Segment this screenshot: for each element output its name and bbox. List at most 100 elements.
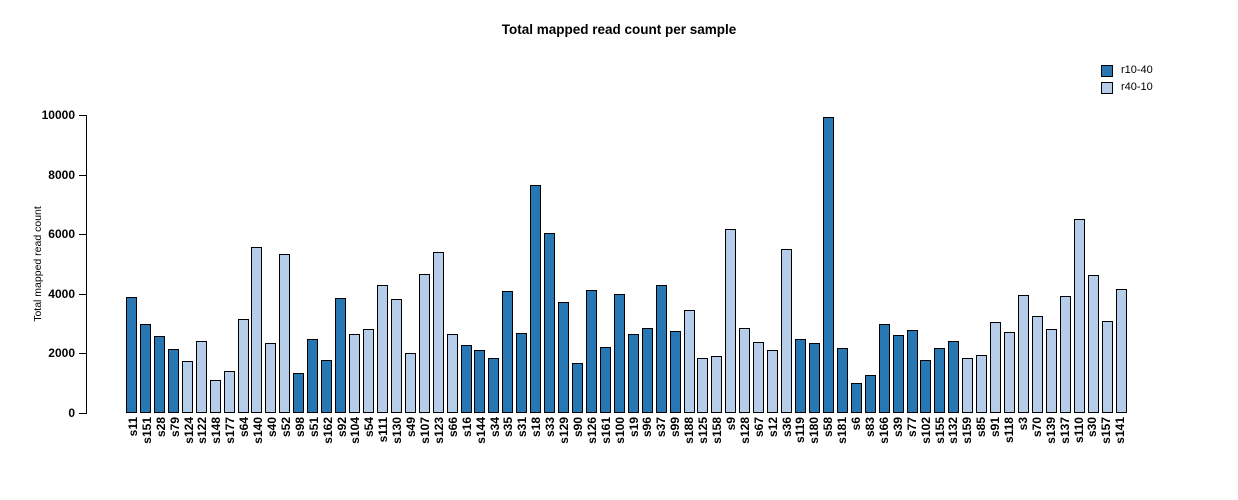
x-tick-slot: s31 [515,417,529,437]
x-tick-slot: s151 [140,417,154,444]
bar-s107 [418,274,430,413]
bar-s51 [307,339,319,413]
bar-s155 [934,348,946,413]
y-axis-line [86,115,87,414]
x-tick-label: s31 [515,417,530,438]
x-tick-label: s36 [779,417,794,438]
legend-label: r40-10 [1121,81,1153,93]
bar-s52 [279,254,291,413]
x-tick-label: s130 [390,417,405,444]
x-tick-slot: s35 [501,417,515,437]
x-tick-slot: s6 [849,417,863,430]
x-tick-label: s128 [737,417,752,444]
x-tick-label: s54 [362,417,377,438]
bar-s130 [390,299,402,413]
x-tick-slot: s52 [279,417,293,437]
x-tick-slot: s40 [265,417,279,437]
x-tick-slot: s144 [474,417,488,444]
bar-s125 [697,358,709,413]
x-tick-label: s188 [682,417,697,444]
y-axis-title: Total mapped read count [32,206,44,322]
x-tick-slot: s177 [223,417,237,444]
x-tick-label: s85 [974,417,989,438]
x-tick-slot: s118 [1002,417,1016,443]
x-tick-label: s148 [209,417,224,444]
x-tick-label: s124 [181,417,196,444]
x-tick-slot: s11 [126,417,140,436]
bar-s157 [1101,321,1113,413]
x-tick-slot: s34 [488,417,502,437]
x-tick-label: s140 [251,417,266,444]
bar-s122 [195,341,207,413]
x-tick-slot: s155 [933,417,947,444]
x-tick-label: s67 [751,417,766,438]
x-tick-label: s159 [960,417,975,444]
x-tick-slot: s83 [863,417,877,437]
x-tick-label: s37 [654,417,669,438]
x-tick-slot: s92 [335,417,349,437]
x-tick-label: s162 [320,417,335,444]
x-tick-slot: s141 [1113,417,1127,444]
x-tick-label: s155 [932,417,947,444]
x-tick-slot: s98 [293,417,307,437]
x-tick-label: s33 [543,417,558,438]
bar-s11 [126,297,137,413]
x-tick-slot: s39 [891,417,905,437]
x-tick-slot: s77 [905,417,919,437]
x-tick-label: s177 [223,417,238,444]
x-tick-label: s34 [487,417,502,438]
bar-s98 [293,373,305,413]
x-tick-label: s118 [1002,417,1017,444]
x-tick-slot: s30 [1085,417,1100,438]
bar-s141 [1115,289,1127,413]
bar-s158 [711,356,723,413]
x-tick-slot: s110 [1072,417,1086,443]
x-tick-slot: s129 [557,417,571,444]
bar-s19 [627,334,639,413]
x-tick-slot: s28 [154,417,168,437]
x-tick-label: s161 [598,417,613,444]
x-tick-slot: s180 [807,417,821,444]
y-tick [79,234,86,236]
bar-s40 [265,343,277,413]
x-tick-label: s158 [710,417,725,444]
bar-s180 [808,343,820,413]
x-tick-slot: s85 [974,417,988,437]
y-tick-label: 8000 [48,167,75,182]
x-tick-slot: s64 [237,417,251,437]
y-tick [79,413,86,414]
x-tick-slot: s181 [835,417,849,444]
x-tick-label: s104 [348,417,363,444]
x-tick-label: s111 [376,417,391,443]
bar-s67 [753,342,765,413]
x-tick-slot: s126 [585,417,599,444]
bar-s30 [1087,275,1099,413]
y-tick-label: 4000 [48,286,75,301]
x-tick-slot: s90 [571,417,585,437]
bar-s70 [1031,316,1043,413]
bar-s54 [362,329,374,413]
bar-s99 [669,331,681,413]
bar-s118 [1004,332,1016,413]
x-tick-label: s100 [612,417,627,444]
y-tick [79,353,86,355]
x-tick-label: s151 [139,417,154,444]
bar-s77 [906,330,918,413]
x-tick-label: s139 [1043,417,1058,444]
x-tick-label: s181 [835,417,850,444]
bar-s129 [558,302,570,413]
x-tick-label: s123 [431,417,446,444]
plot-area [126,115,1127,413]
bar-s128 [739,328,751,413]
x-tick-slot: s100 [613,417,627,444]
x-tick-slot: s37 [654,417,668,437]
x-tick-slot: s128 [738,417,752,444]
legend-label: r10-40 [1121,64,1153,76]
x-tick-label: s96 [640,417,655,438]
x-tick-label: s52 [278,417,293,438]
x-tick-slot: s91 [988,417,1002,437]
x-tick-slot: s70 [1030,417,1044,437]
x-tick-label: s35 [501,417,516,438]
x-tick-slot: s140 [251,417,265,444]
x-tick-label: s30 [1085,417,1100,438]
